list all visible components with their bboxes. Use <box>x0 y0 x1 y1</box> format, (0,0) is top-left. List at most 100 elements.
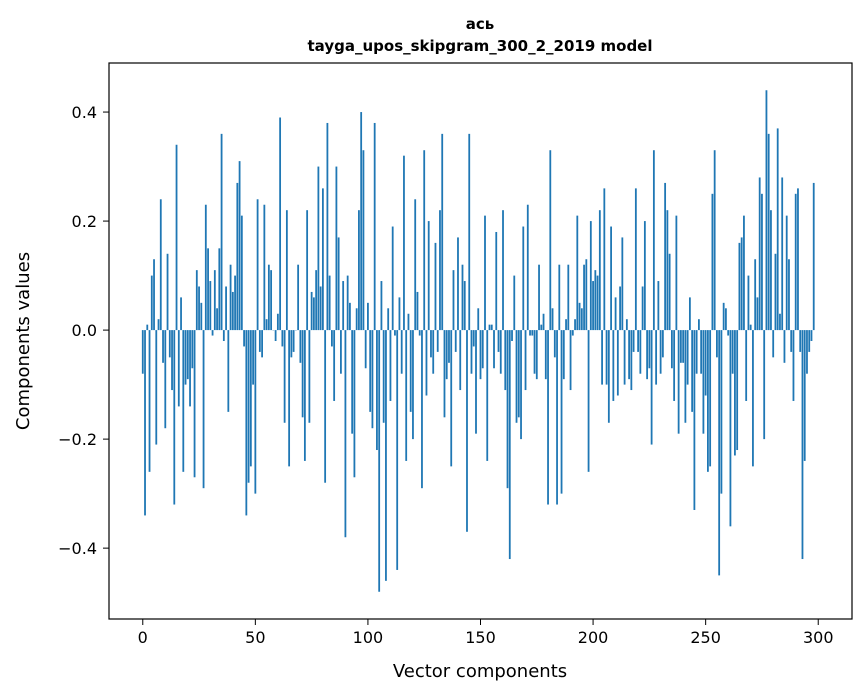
bar-154 <box>488 324 491 331</box>
bar-192 <box>574 319 576 331</box>
bar-132 <box>439 210 441 331</box>
bar-1 <box>144 330 146 516</box>
bar-133 <box>441 133 444 331</box>
bar-64 <box>285 210 288 331</box>
bar-21 <box>189 330 191 407</box>
bar-37 <box>225 286 227 331</box>
bar-153 <box>486 330 489 461</box>
bar-136 <box>448 330 450 363</box>
bar-104 <box>376 330 378 451</box>
bar-161 <box>504 330 507 391</box>
bar-233 <box>666 210 669 331</box>
bar-183 <box>553 330 556 358</box>
bar-287 <box>788 259 790 331</box>
bar-273 <box>756 297 759 331</box>
bar-92 <box>349 302 351 331</box>
x-tick-label: 250 <box>690 628 721 647</box>
bar-168 <box>520 330 522 440</box>
bar-208 <box>610 226 612 331</box>
bar-229 <box>657 281 660 331</box>
bar-36 <box>222 330 225 341</box>
bar-195 <box>580 308 583 331</box>
bar-172 <box>529 330 531 336</box>
bar-199 <box>589 221 592 331</box>
bar-159 <box>499 330 502 374</box>
bar-120 <box>412 330 414 440</box>
bar-117 <box>405 330 408 461</box>
bar-43 <box>238 161 241 331</box>
bar-118 <box>407 313 410 331</box>
bar-292 <box>799 330 802 352</box>
bar-34 <box>218 248 221 331</box>
bar-296 <box>808 330 811 352</box>
bar-185 <box>558 264 561 331</box>
bar-188 <box>565 319 567 331</box>
bar-247 <box>698 319 700 331</box>
bar-15 <box>175 144 178 331</box>
bar-20 <box>186 330 189 380</box>
bar-279 <box>770 210 772 331</box>
bar-96 <box>358 210 360 331</box>
bar-217 <box>630 330 633 391</box>
bar-162 <box>506 330 509 489</box>
bar-107 <box>382 330 385 423</box>
y-tick-label: −0.4 <box>58 539 97 558</box>
bar-50 <box>254 330 257 494</box>
bar-125 <box>423 150 426 331</box>
bar-73 <box>306 210 309 331</box>
bar-266 <box>740 237 743 331</box>
bar-258 <box>722 302 725 331</box>
bar-236 <box>673 330 676 401</box>
bar-67 <box>292 330 295 352</box>
bar-116 <box>403 155 405 331</box>
bar-111 <box>391 226 394 331</box>
bar-281 <box>774 253 777 331</box>
bar-112 <box>394 330 396 336</box>
bar-46 <box>245 330 248 516</box>
bar-83 <box>328 275 331 331</box>
bar-190 <box>569 330 572 391</box>
bar-171 <box>526 204 529 331</box>
bar-41 <box>234 275 236 331</box>
bar-90 <box>344 330 347 538</box>
bar-215 <box>625 319 628 331</box>
bar-84 <box>331 330 333 347</box>
bar-10 <box>164 330 167 429</box>
bar-11 <box>166 253 169 331</box>
bar-106 <box>380 281 383 331</box>
bar-196 <box>583 264 585 331</box>
bar-13 <box>171 330 173 391</box>
bar-128 <box>430 330 432 358</box>
bar-23 <box>193 330 196 478</box>
bar-151 <box>481 330 484 369</box>
bar-57 <box>270 270 273 331</box>
bar-187 <box>562 330 565 380</box>
bar-249 <box>702 330 705 434</box>
x-axis-ticks: 0 50 100 150 200 250 300 <box>138 619 834 647</box>
bar-204 <box>601 330 603 385</box>
bar-264 <box>736 330 739 451</box>
bar-53 <box>261 330 263 358</box>
bar-55 <box>265 319 268 331</box>
bar-103 <box>373 122 376 331</box>
bar-166 <box>515 330 518 423</box>
bar-274 <box>758 177 761 331</box>
bar-series <box>141 90 815 592</box>
bar-54 <box>263 204 266 331</box>
bar-203 <box>598 210 601 331</box>
bar-169 <box>522 226 525 331</box>
bar-289 <box>792 330 795 401</box>
bar-25 <box>198 286 200 331</box>
bar-226 <box>650 330 653 445</box>
bar-143 <box>463 281 466 331</box>
bar-290 <box>794 193 797 331</box>
bar-85 <box>333 330 336 401</box>
bar-235 <box>670 330 673 369</box>
bar-70 <box>299 330 302 363</box>
bar-146 <box>470 330 473 374</box>
chart-title-line1: ась <box>466 15 495 33</box>
bar-259 <box>725 308 727 331</box>
bar-228 <box>655 330 658 385</box>
bar-257 <box>720 330 723 494</box>
bar-89 <box>342 281 345 331</box>
